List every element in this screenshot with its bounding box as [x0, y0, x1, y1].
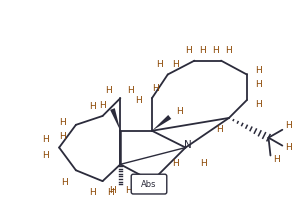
- Text: H: H: [59, 132, 66, 141]
- Text: H: H: [273, 155, 280, 164]
- Text: H: H: [156, 60, 163, 69]
- Text: H: H: [125, 185, 132, 194]
- Text: H: H: [61, 178, 67, 187]
- Text: H: H: [135, 96, 142, 105]
- Text: N: N: [184, 140, 191, 150]
- Polygon shape: [152, 115, 171, 131]
- Text: H: H: [199, 46, 206, 55]
- Text: H: H: [59, 118, 66, 127]
- Text: H: H: [89, 101, 96, 111]
- Text: H: H: [42, 151, 49, 160]
- Text: H: H: [107, 188, 114, 198]
- Text: H: H: [127, 86, 134, 95]
- Text: H: H: [285, 121, 292, 130]
- Text: H: H: [255, 80, 262, 89]
- Text: Abs: Abs: [141, 180, 157, 189]
- Text: H: H: [109, 185, 116, 194]
- Text: H: H: [200, 159, 207, 168]
- Text: H: H: [89, 188, 96, 198]
- Text: H: H: [216, 125, 223, 134]
- Text: H: H: [105, 86, 112, 95]
- Text: H: H: [176, 107, 183, 116]
- Text: H: H: [172, 159, 179, 168]
- Text: H: H: [185, 46, 192, 55]
- Text: H: H: [212, 46, 218, 55]
- Text: H: H: [42, 135, 49, 144]
- Text: H: H: [153, 84, 159, 93]
- Text: H: H: [255, 100, 262, 109]
- Polygon shape: [110, 108, 120, 131]
- Text: H: H: [226, 46, 232, 55]
- Text: H: H: [285, 143, 292, 152]
- Text: H: H: [172, 60, 179, 69]
- Text: H: H: [99, 101, 106, 110]
- Text: H: H: [255, 66, 262, 75]
- FancyBboxPatch shape: [131, 174, 167, 194]
